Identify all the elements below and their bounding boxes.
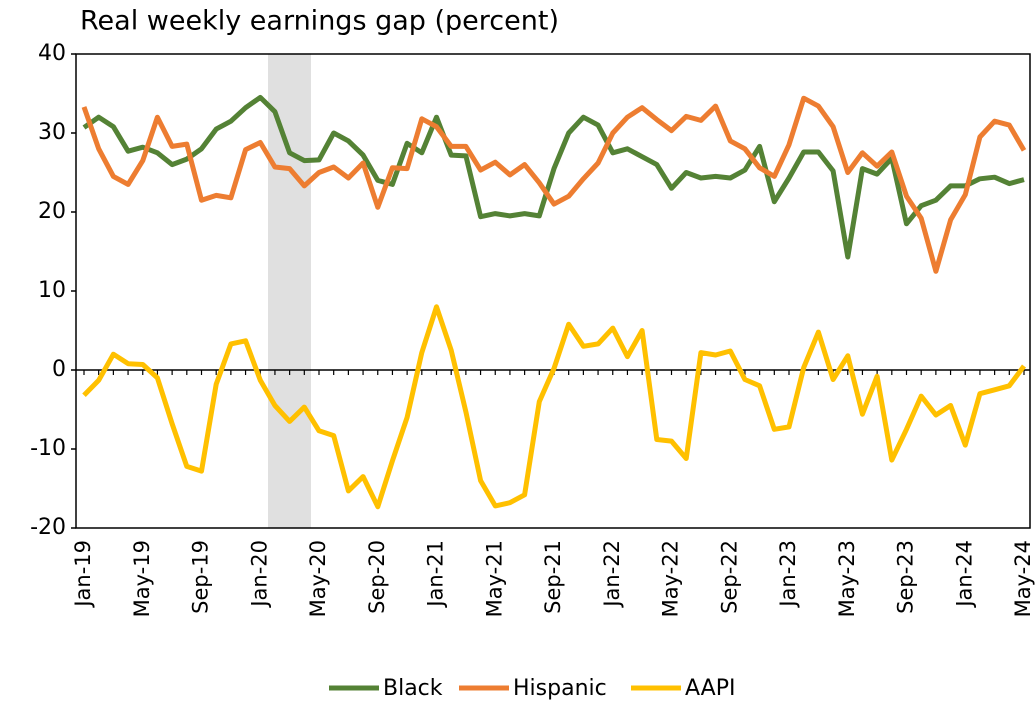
- x-tick-label: May-23: [835, 540, 859, 617]
- y-tick-label: 30: [38, 120, 66, 145]
- y-tick-label: 40: [38, 41, 66, 66]
- x-tick-label: Sep-23: [894, 540, 918, 614]
- y-tick-label: -20: [30, 515, 66, 540]
- y-tick-label: 10: [38, 278, 66, 303]
- y-tick-label: 20: [38, 199, 66, 224]
- x-tick-label: May-24: [1011, 540, 1035, 617]
- x-tick-label: Sep-19: [189, 540, 213, 614]
- x-tick-label: May-21: [482, 540, 506, 617]
- x-tick-label: Jan-23: [776, 540, 800, 609]
- legend-label: Black: [383, 676, 443, 701]
- x-tick-label: Jan-24: [952, 540, 976, 609]
- y-tick-label: 0: [52, 357, 66, 382]
- chart-title: Real weekly earnings gap (percent): [80, 6, 559, 37]
- x-tick-label: Sep-22: [717, 540, 741, 614]
- shaded-period: [268, 54, 311, 528]
- series-line: [82, 94, 1025, 260]
- series-line: [81, 95, 1027, 274]
- x-tick-label: Jan-21: [424, 540, 448, 609]
- x-tick-label: Jan-20: [247, 540, 271, 609]
- x-tick-label: Jan-19: [71, 540, 95, 609]
- x-tick-label: Jan-22: [600, 540, 624, 609]
- legend-label: Hispanic: [513, 676, 607, 701]
- legend-label: AAPI: [685, 676, 735, 701]
- x-tick-label: Sep-21: [541, 540, 565, 614]
- series-line: [82, 304, 1027, 510]
- x-tick-label: Sep-20: [365, 540, 389, 614]
- y-tick-label: -10: [30, 436, 66, 461]
- x-tick-label: May-22: [659, 540, 683, 617]
- x-tick-label: May-20: [306, 540, 330, 617]
- x-tick-label: May-19: [130, 540, 154, 617]
